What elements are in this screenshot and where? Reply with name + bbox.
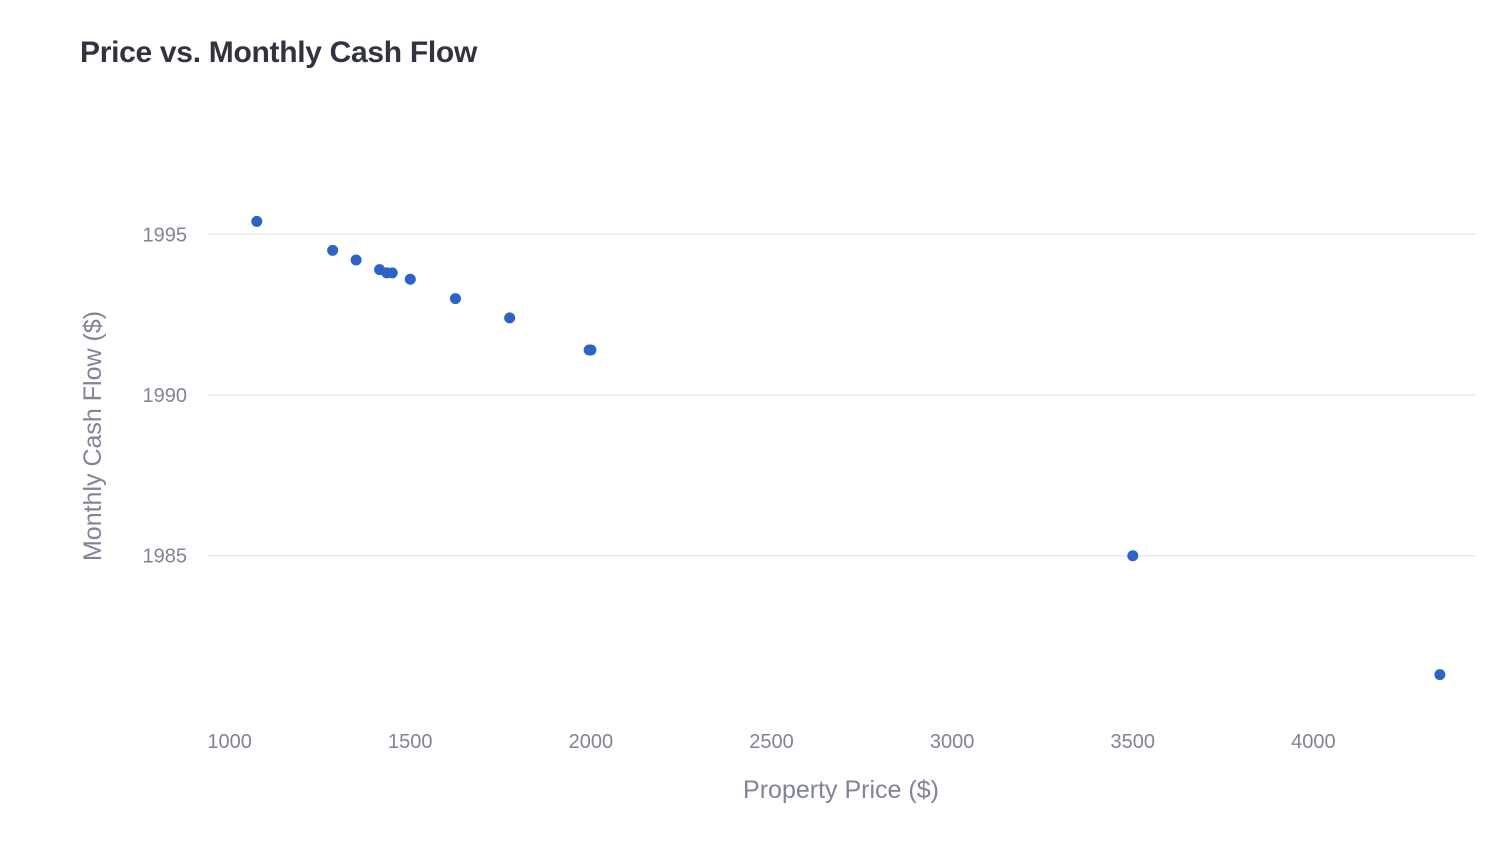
data-point[interactable] — [350, 254, 362, 266]
x-tick-label: 3500 — [1111, 731, 1156, 753]
chart-title: Price vs. Monthly Cash Flow — [80, 36, 477, 69]
grid-layer — [208, 233, 1476, 557]
data-point[interactable] — [585, 344, 597, 356]
data-point[interactable] — [1127, 550, 1139, 562]
x-tick-label: 3000 — [930, 731, 975, 753]
y-tick-label: 1990 — [143, 385, 188, 407]
y-axis-title: Monthly Cash Flow ($) — [79, 311, 107, 561]
data-point[interactable] — [404, 273, 416, 285]
x-tick-label: 1000 — [207, 731, 252, 753]
x-tick-label: 1500 — [388, 731, 433, 753]
data-point[interactable] — [386, 267, 398, 279]
x-tick-label: 4000 — [1291, 731, 1336, 753]
x-axis-title: Property Price ($) — [743, 776, 939, 804]
x-axis-ticks: 1000 1500 2000 2500 3000 3500 4000 — [207, 731, 1335, 753]
data-point[interactable] — [504, 312, 516, 324]
data-point[interactable] — [251, 215, 263, 227]
y-tick-label: 1985 — [143, 546, 188, 568]
x-tick-label: 2000 — [569, 731, 614, 753]
data-points — [251, 215, 1446, 681]
y-axis-ticks: 1985 1990 1995 — [143, 224, 188, 567]
y-tick-label: 1995 — [143, 224, 188, 246]
data-point[interactable] — [449, 293, 461, 305]
data-point[interactable] — [327, 244, 339, 256]
x-tick-label: 2500 — [749, 731, 794, 753]
data-point[interactable] — [1434, 669, 1446, 681]
